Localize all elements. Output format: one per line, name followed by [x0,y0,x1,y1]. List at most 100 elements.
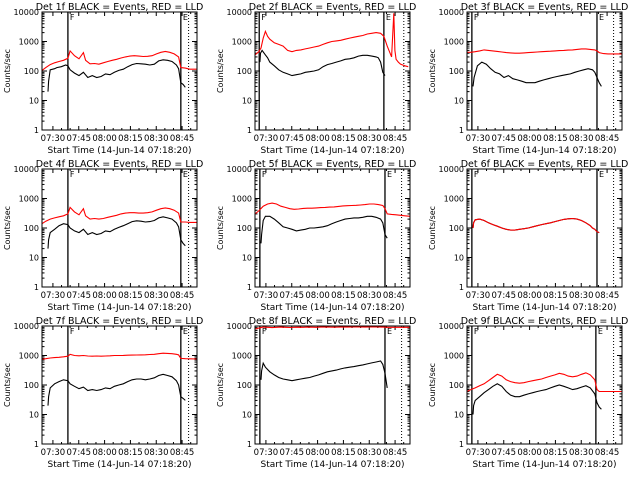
series-lld [255,202,410,217]
chart-panel-6: Det 6f BLACK = Events, RED = LLD Counts/s… [428,159,628,313]
y-tick-label: 1000 [19,352,39,361]
vline-marker: F [262,170,267,179]
y-tick-label: 10 [454,97,464,106]
vline-marker: E [183,13,188,22]
x-tick-label: 08:15 [118,448,143,458]
y-tick-label: 10 [29,254,39,263]
vline-marker: E [599,13,604,22]
x-tick-label: 08:15 [331,134,356,144]
series-events [47,216,186,249]
y-tick-label: 10 [242,97,252,106]
plot-frame [254,168,411,288]
y-tick-label: 10000 [439,165,464,174]
series-events [472,61,602,87]
plot-frame [41,325,198,445]
chart-title: Det 7f BLACK = Events, RED = LLD [36,316,204,327]
y-tick-label: 100 [449,381,464,390]
y-tick-label: 1000 [19,195,39,204]
x-tick-label: 08:30 [569,448,594,458]
vline-marker: F [70,327,75,336]
x-tick-label: 07:30 [41,448,66,458]
x-tick-label: 08:30 [357,448,382,458]
y-tick-label: 10 [454,411,464,420]
vline-marker: E [183,327,188,336]
x-tick-label: 08:15 [543,448,568,458]
y-tick-label: 1 [459,283,464,292]
plot-frame [466,11,623,131]
y-tick-label: 100 [24,67,39,76]
x-tick-label: 07:45 [67,291,92,301]
x-tick-label: 08:00 [517,448,542,458]
y-tick-label: 1 [247,283,252,292]
x-tick-label: 08:45 [170,134,195,144]
y-tick-label: 1 [34,440,39,449]
chart-panel-9: Det 9f BLACK = Events, RED = LLD Counts/s… [428,316,628,470]
plot-frame [466,168,623,288]
x-tick-label: 08:45 [595,134,620,144]
series-events [259,49,386,77]
x-tick-label: 08:15 [331,291,356,301]
chart-panel-5: Det 5f BLACK = Events, RED = LLD Counts/s… [216,159,416,313]
series-lld [42,49,197,71]
y-tick-label: 10000 [227,8,252,17]
series-lld [255,13,409,68]
series-lld [472,217,600,234]
y-axis-label: Counts/sec [3,206,12,250]
x-axis-label: Start Time (14-Jun-14 07:18:20) [261,460,405,470]
x-tick-label: 08:00 [305,291,330,301]
y-tick-label: 100 [449,67,464,76]
y-tick-label: 10 [242,254,252,263]
x-tick-label: 07:45 [280,291,305,301]
x-tick-label: 07:30 [41,134,66,144]
y-tick-label: 1 [247,440,252,449]
chart-panel-8: Det 8f BLACK = Events, RED = LLD Counts/s… [216,316,416,470]
x-tick-label: 07:30 [466,134,491,144]
y-axis-label: Counts/sec [216,206,225,250]
chart-panel-2: Det 2f BLACK = Events, RED = LLD Counts/s… [216,2,416,156]
x-tick-label: 08:00 [517,291,542,301]
x-tick-label: 08:30 [357,134,382,144]
vline-marker: E [386,13,391,22]
y-axis-label: Counts/sec [216,49,225,93]
y-axis-label: Counts/sec [3,363,12,407]
plot-frame [41,168,198,288]
x-axis-label: Start Time (14-Jun-14 07:18:20) [473,146,617,156]
plot-frame [466,325,623,445]
x-tick-label: 08:30 [569,134,594,144]
series-events [47,59,186,92]
y-tick-label: 10 [242,411,252,420]
chart-title: Det 9f BLACK = Events, RED = LLD [461,316,629,327]
y-axis-label: Counts/sec [428,363,437,407]
chart-title: Det 8f BLACK = Events, RED = LLD [249,316,417,327]
x-tick-label: 08:00 [92,134,117,144]
vline-marker: F [70,170,75,179]
y-tick-label: 1000 [444,38,464,47]
x-tick-label: 08:15 [331,448,356,458]
x-tick-label: 07:45 [280,134,305,144]
x-tick-label: 07:45 [67,134,92,144]
series-events [260,215,388,244]
vline-marker: E [598,327,603,336]
y-axis-label: Counts/sec [428,206,437,250]
x-tick-label: 08:30 [569,291,594,301]
y-axis-label: Counts/sec [3,49,12,93]
y-tick-label: 100 [237,224,252,233]
x-tick-label: 08:45 [383,448,408,458]
y-tick-label: 1000 [19,38,39,47]
chart-title: Det 5f BLACK = Events, RED = LLD [249,159,417,170]
x-axis-label: Start Time (14-Jun-14 07:18:20) [473,460,617,470]
vline-marker: F [474,13,479,22]
chart-panel-7: Det 7f BLACK = Events, RED = LLD Counts/s… [3,316,203,470]
x-tick-label: 07:45 [492,448,517,458]
chart-title: Det 2f BLACK = Events, RED = LLD [249,2,417,13]
x-tick-label: 08:00 [305,134,330,144]
chart-panel-3: Det 3f BLACK = Events, RED = LLD Counts/s… [428,2,628,156]
y-tick-label: 10000 [439,8,464,17]
x-tick-label: 08:30 [144,291,169,301]
vline-marker: E [387,170,392,179]
plot-frame [254,325,411,445]
vline-marker: E [183,170,188,179]
vline-marker: F [70,13,75,22]
y-tick-label: 10000 [14,8,39,17]
